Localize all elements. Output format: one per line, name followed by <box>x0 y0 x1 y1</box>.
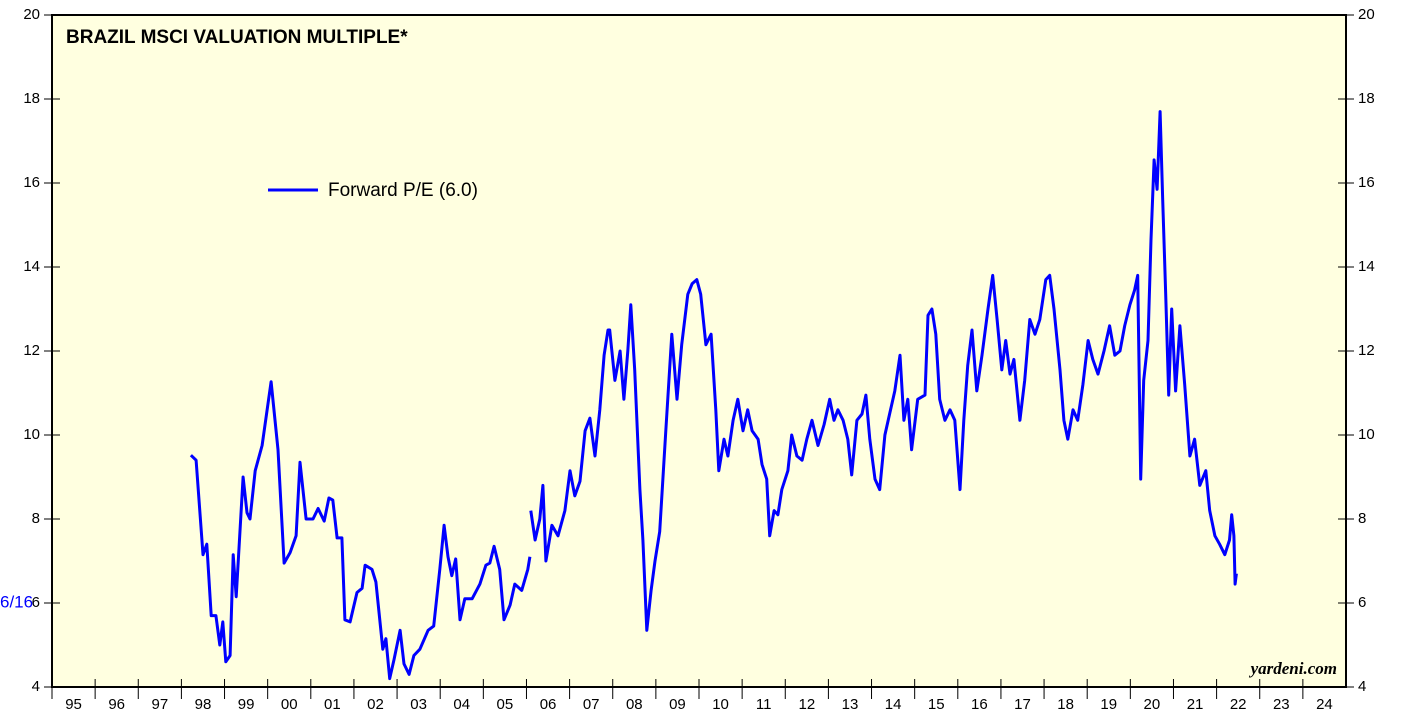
x-tick-label: 99 <box>238 696 255 713</box>
y2-tick-label: 14 <box>1358 258 1375 275</box>
chart-title: BRAZIL MSCI VALUATION MULTIPLE* <box>66 27 408 48</box>
y-tick-label: 18 <box>23 90 40 107</box>
x-tick-label: 20 <box>1144 696 1161 713</box>
x-tick-label: 21 <box>1187 696 1204 713</box>
x-tick-label: 13 <box>842 696 859 713</box>
y-tick-label: 6 <box>32 594 40 611</box>
y-tick-label: 12 <box>23 342 40 359</box>
source: yardeni.com <box>1249 659 1337 678</box>
y-tick-label: 20 <box>23 6 40 23</box>
y-tick-label: 14 <box>23 258 40 275</box>
y2-tick-label: 4 <box>1358 678 1366 695</box>
y2-tick-label: 8 <box>1358 510 1366 527</box>
y-tick-label: 16 <box>23 174 40 191</box>
y-tick-label: 4 <box>32 678 40 695</box>
x-tick-label: 06 <box>540 696 557 713</box>
x-tick-label: 18 <box>1057 696 1074 713</box>
x-tick-label: 11 <box>756 696 772 713</box>
x-tick-label: 12 <box>798 696 815 713</box>
x-tick-label: 19 <box>1100 696 1117 713</box>
x-tick-label: 23 <box>1273 696 1290 713</box>
x-tick-label: 07 <box>583 696 600 713</box>
x-tick-label: 95 <box>65 696 82 713</box>
legend-label: Forward P/E (6.0) <box>328 180 478 201</box>
x-tick-label: 96 <box>108 696 125 713</box>
series-line <box>189 110 1238 681</box>
x-tick-label: 17 <box>1014 696 1031 713</box>
plot-area <box>51 14 1347 688</box>
x-tick-label: 05 <box>497 696 514 713</box>
x-tick-label: 04 <box>453 696 470 713</box>
x-tick-label: 08 <box>626 696 643 713</box>
x-tick-label: 10 <box>712 696 729 713</box>
x-tick-label: 24 <box>1316 696 1333 713</box>
y2-tick-label: 16 <box>1358 174 1375 191</box>
x-tick-label: 02 <box>367 696 384 713</box>
x-tick-label: 14 <box>885 696 902 713</box>
y2-tick-label: 18 <box>1358 90 1375 107</box>
x-tick-label: 15 <box>928 696 945 713</box>
x-tick-label: 00 <box>281 696 298 713</box>
y2-tick-label: 10 <box>1358 426 1375 443</box>
x-tick-label: 09 <box>669 696 686 713</box>
x-tick-label: 03 <box>410 696 427 713</box>
y-tick-label: 10 <box>23 426 40 443</box>
annotation: 6/16 <box>0 592 33 611</box>
y-tick-label: 8 <box>32 510 40 527</box>
x-tick-label: 22 <box>1230 696 1247 713</box>
x-tick-label: 97 <box>151 696 168 713</box>
y2-tick-label: 12 <box>1358 342 1375 359</box>
x-tick-label: 98 <box>195 696 212 713</box>
x-tick-label: 01 <box>324 696 341 713</box>
x-tick-label: 16 <box>971 696 988 713</box>
y2-tick-label: 20 <box>1358 6 1375 23</box>
y2-tick-label: 6 <box>1358 594 1366 611</box>
